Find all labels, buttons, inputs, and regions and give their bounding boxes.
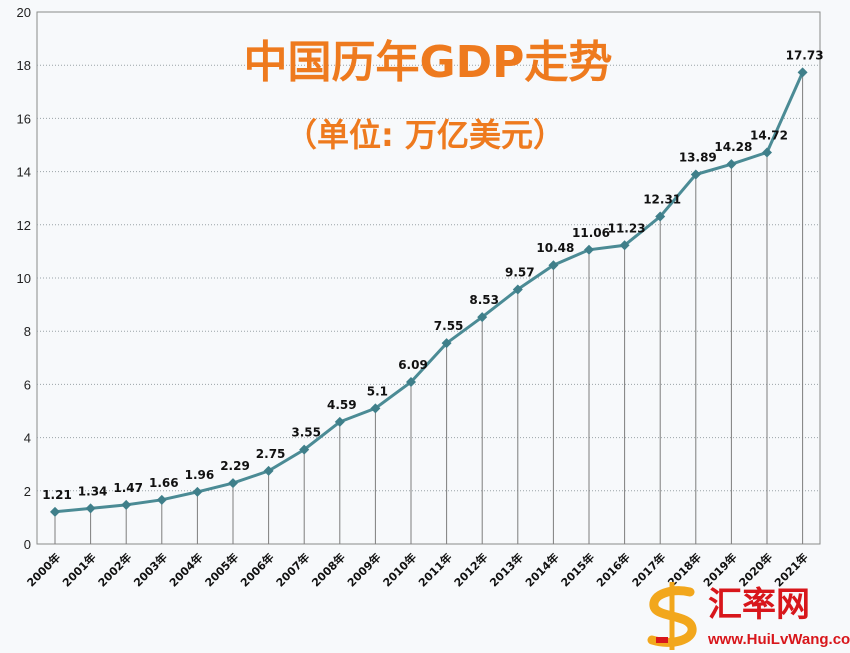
data-label: 1.34: [78, 484, 108, 498]
y-axis-ticks: 0 2 4 6 8 10 12 14 16 18 20: [17, 5, 31, 552]
watermark-logo: 汇率网 www.HuiLvWang.com: [647, 582, 850, 650]
data-markers: [50, 67, 808, 517]
data-point-marker: [121, 499, 132, 510]
data-point-marker: [156, 494, 167, 505]
data-label: 11.06: [572, 226, 610, 240]
data-label: 1.47: [113, 481, 143, 495]
data-label: 3.55: [291, 426, 321, 440]
data-label: 8.53: [469, 293, 499, 307]
plot-area: [36, 11, 821, 545]
data-point-marker: [50, 506, 60, 517]
data-label: 14.28: [714, 140, 752, 154]
data-point-marker: [548, 260, 559, 271]
data-point-marker: [406, 377, 416, 388]
y-tick-label: 16: [17, 111, 31, 126]
data-point-marker: [263, 465, 274, 476]
data-point-marker: [726, 159, 737, 170]
data-label: 1.21: [42, 488, 72, 502]
data-labels: 1.21 1.34 1.47 1.66 1.96 2.29 2.75 3.55 4.59 5.1 6…: [42, 48, 823, 501]
y-tick-label: 4: [24, 431, 31, 446]
data-point-marker: [192, 486, 203, 497]
data-point-marker: [690, 169, 701, 180]
drop-lines: [54, 72, 804, 544]
data-label: 12.31: [643, 193, 681, 207]
data-point-marker: [441, 338, 452, 349]
data-point-marker: [85, 503, 96, 514]
data-point-marker: [228, 478, 238, 489]
data-point-marker: [584, 244, 594, 255]
watermark-text: 汇率网: [708, 585, 810, 625]
y-tick-label: 0: [24, 537, 31, 552]
y-tick-label: 12: [17, 218, 31, 233]
y-tick-label: 10: [17, 271, 31, 286]
y-tick-label: 2: [24, 484, 31, 499]
data-label: 10.48: [536, 241, 574, 255]
data-label: 4.59: [327, 398, 357, 412]
data-label: 1.66: [149, 476, 179, 490]
y-tick-label: 14: [17, 165, 31, 180]
y-tick-label: 6: [24, 377, 31, 392]
data-point-marker: [655, 211, 666, 222]
data-label: 13.89: [679, 151, 717, 165]
data-point-marker: [619, 240, 630, 251]
data-point-marker: [762, 147, 772, 158]
y-tick-label: 18: [17, 58, 31, 73]
data-label: 14.72: [750, 128, 788, 142]
data-label: 17.73: [786, 48, 824, 62]
data-label: 9.57: [505, 265, 535, 279]
y-tick-label: 20: [17, 5, 31, 20]
data-point-marker: [334, 416, 345, 427]
data-label: 1.96: [185, 468, 215, 482]
data-point-marker: [512, 284, 523, 295]
data-label: 6.09: [398, 358, 428, 372]
series-line-gdp: [54, 71, 804, 514]
y-tick-label: 8: [24, 324, 31, 339]
chart-title: 中国历年GDP走势: [244, 37, 613, 88]
data-label: 7.55: [434, 319, 464, 333]
data-label: 2.29: [220, 459, 250, 473]
data-label: 2.75: [256, 447, 286, 461]
watermark-url: www.HuiLvWang.com: [707, 631, 850, 648]
data-point-marker: [797, 67, 808, 78]
data-label: 5.1: [367, 384, 388, 398]
dollar-yen-logo-icon: [647, 582, 697, 650]
data-point-marker: [299, 444, 310, 455]
data-label: 11.23: [608, 221, 646, 235]
data-point-marker: [370, 403, 381, 414]
chart-subtitle: （单位: 万亿美元）: [285, 116, 565, 154]
data-point-marker: [477, 312, 488, 323]
